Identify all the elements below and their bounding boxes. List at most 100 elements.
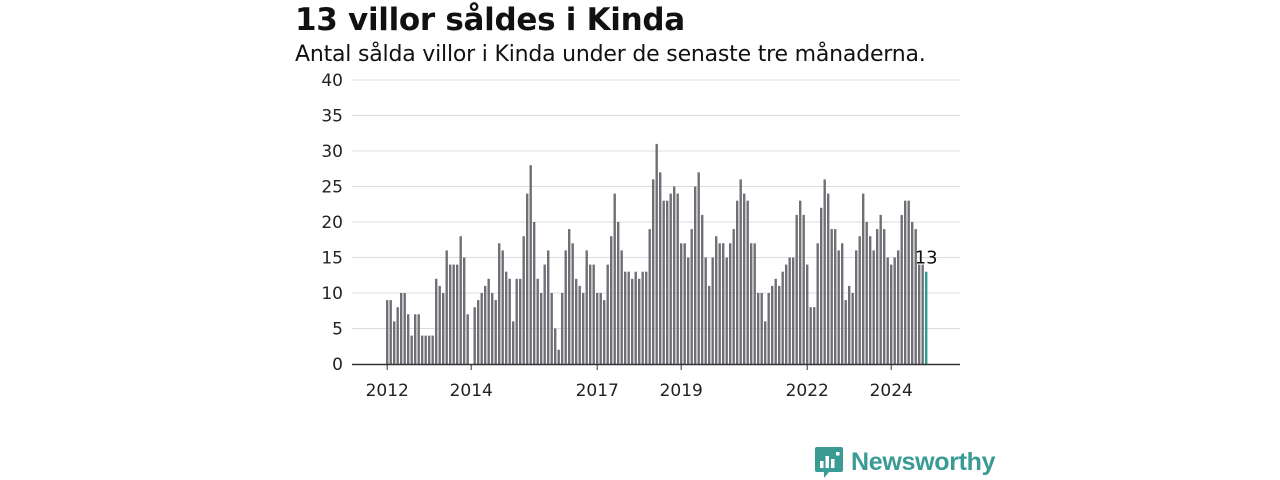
bar (624, 271, 627, 364)
bar (711, 257, 714, 364)
y-tick-label: 40 (321, 71, 343, 91)
bar (463, 257, 466, 364)
bar (774, 278, 777, 364)
bar (648, 229, 651, 364)
bar (694, 186, 697, 364)
bar (778, 285, 781, 364)
bar (830, 229, 833, 364)
x-tick-label: 2019 (660, 381, 703, 401)
bar (386, 300, 389, 364)
x-tick-label: 2014 (450, 381, 493, 401)
bar (697, 172, 700, 364)
bar (438, 285, 441, 364)
y-axis-ticks: 0 5 10 15 20 25 30 35 40 (321, 71, 343, 375)
bar (729, 243, 732, 364)
bar (501, 250, 504, 364)
bar (407, 314, 410, 364)
newsworthy-logo-icon (815, 447, 843, 478)
bar (820, 207, 823, 364)
bar (883, 229, 886, 364)
bar (634, 271, 637, 364)
y-tick-label: 0 (332, 355, 343, 375)
bar (512, 321, 515, 364)
bar (655, 143, 658, 364)
bar (641, 271, 644, 364)
bar (484, 285, 487, 364)
y-tick-label: 30 (321, 142, 343, 162)
bar (645, 271, 648, 364)
bar (771, 285, 774, 364)
bar (400, 293, 403, 364)
bar (914, 229, 917, 364)
bar (704, 257, 707, 364)
bar (841, 243, 844, 364)
bar (599, 293, 602, 364)
bar (515, 278, 518, 364)
bar (855, 250, 858, 364)
chart-subtitle: Antal sålda villor i Kinda under de sena… (295, 42, 926, 67)
bar (536, 278, 539, 364)
y-tick-label: 5 (332, 320, 343, 340)
bar (631, 278, 634, 364)
bar (435, 278, 438, 364)
bar (865, 222, 868, 364)
bar (869, 236, 872, 364)
bar (477, 300, 480, 364)
bar (851, 293, 854, 364)
x-tick-label: 2022 (786, 381, 829, 401)
bar (792, 257, 795, 364)
bar (638, 278, 641, 364)
bar (680, 243, 683, 364)
bar (480, 293, 483, 364)
bar (494, 300, 497, 364)
x-tick-label: 2017 (576, 381, 619, 401)
bar (809, 307, 812, 364)
bar (844, 300, 847, 364)
bar (925, 271, 928, 364)
bar (781, 271, 784, 364)
bar (610, 236, 613, 364)
bar (620, 250, 623, 364)
bar (596, 293, 599, 364)
bar (911, 222, 914, 364)
bar (414, 314, 417, 364)
x-tick-label: 2012 (366, 381, 409, 401)
bar (431, 335, 434, 364)
bar (421, 335, 424, 364)
y-tick-label: 20 (321, 213, 343, 233)
bar (876, 229, 879, 364)
bar (529, 165, 532, 364)
bar (428, 335, 431, 364)
bar (760, 293, 763, 364)
bar (907, 200, 910, 364)
bar (753, 243, 756, 364)
bar (893, 257, 896, 364)
bar (750, 243, 753, 364)
bar (683, 243, 686, 364)
bar (617, 222, 620, 364)
bar (575, 278, 578, 364)
bar (543, 264, 546, 364)
x-tick-label: 2024 (870, 381, 913, 401)
bar (585, 250, 588, 364)
bar (603, 300, 606, 364)
bar (452, 264, 455, 364)
bar (424, 335, 427, 364)
bar (813, 307, 816, 364)
x-axis-ticks: 2012 2014 2017 2019 2022 2024 (366, 364, 913, 401)
bar (550, 293, 553, 364)
bar (393, 321, 396, 364)
bar (659, 172, 662, 364)
newsworthy-logo: Newsworthy (814, 444, 996, 480)
bar (897, 250, 900, 364)
y-tick-label: 25 (321, 178, 343, 198)
bar (533, 222, 536, 364)
bar (743, 193, 746, 364)
last-value-label: 13 (915, 248, 938, 269)
bar (799, 200, 802, 364)
bar (788, 257, 791, 364)
bar (918, 264, 921, 364)
bar (491, 293, 494, 364)
bar (473, 307, 476, 364)
bar (890, 264, 893, 364)
